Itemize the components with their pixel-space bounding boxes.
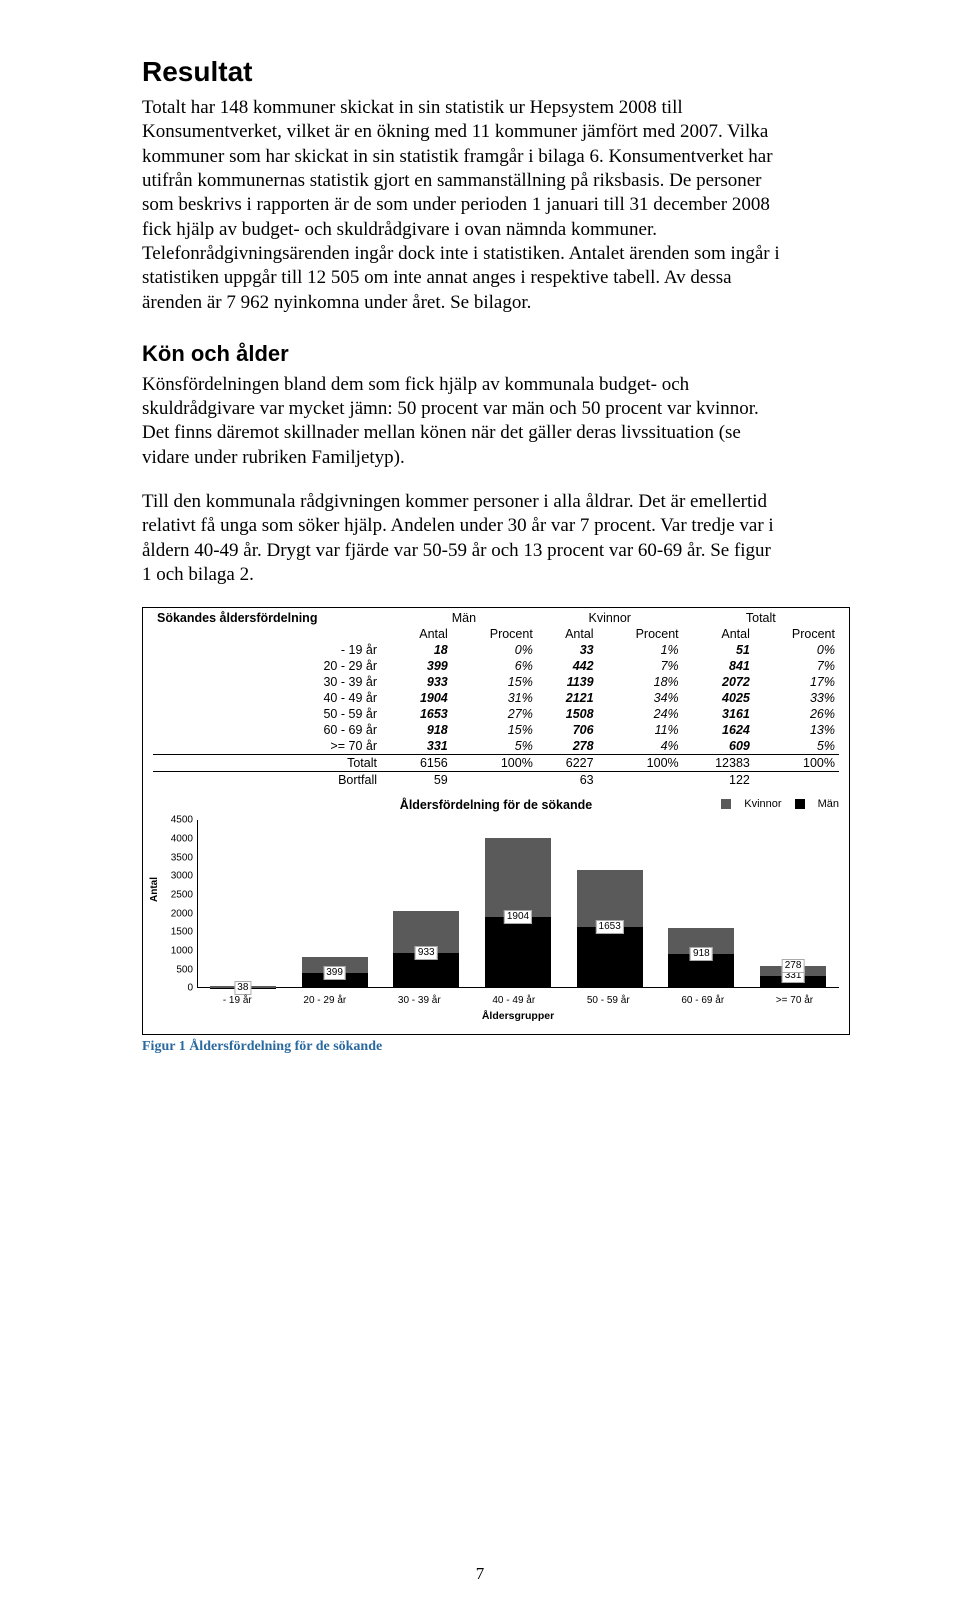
bar-stack: 331278 [760,966,826,989]
table-bortfall-row: Bortfall 59 63 122 [153,772,839,789]
bar-segment-women [577,870,643,926]
bar-column: 1904 [479,820,556,988]
y-tick: 2500 [153,889,193,900]
paragraph-3: Till den kommunala rådgivningen kommer p… [142,490,782,587]
age-chart: Antal 0500100015002000250030003500400045… [153,820,839,1020]
bar-stack: 1653 [577,870,643,988]
paragraph-2: Könsfördelningen bland dem som fick hjäl… [142,373,782,470]
y-tick: 3500 [153,852,193,863]
bar-data-label: 1904 [504,910,532,924]
y-tick: 1500 [153,927,193,938]
x-tick-label: 20 - 29 år [303,995,346,1006]
bar-column: 331278 [755,820,832,988]
page-number: 7 [0,1564,960,1584]
bar-data-label: 1653 [596,920,624,934]
bar-stack: 38 [210,986,276,988]
table-row: >= 70 år3315%2784%6095% [153,738,839,755]
bar-stack: 933 [393,911,459,988]
y-tick: 1000 [153,945,193,956]
table-total-row: Totalt 6156 100% 6227 100% 12383 100% [153,755,839,772]
bar-segment-women [485,838,551,917]
table-row: 60 - 69 år91815%70611%162413% [153,722,839,738]
bar-stack: 1904 [485,838,551,988]
legend-swatch-kvinnor [721,799,731,809]
chart-x-labels: - 19 år 20 - 29 år 30 - 39 år 40 - 49 år 50 … [197,995,839,1006]
heading-resultat: Resultat [142,56,850,88]
y-tick: 4500 [153,815,193,826]
bar-column: 918 [663,820,740,988]
table-row: - 19 år180%331%510% [153,642,839,658]
x-tick-label: >= 70 år [776,995,813,1006]
bar-stack: 918 [668,928,734,989]
y-tick: 2000 [153,908,193,919]
heading-kon-alder: Kön och ålder [142,341,850,367]
table-row: 30 - 39 år93315%113918%207217% [153,674,839,690]
figure-caption: Figur 1 Åldersfördelning för de sökande [142,1039,850,1055]
y-tick: 0 [153,983,193,994]
y-tick: 3000 [153,871,193,882]
age-table-container: Sökandes åldersfördelning Män Kvinnor To… [142,607,850,1035]
bar-column: 38 [204,820,281,988]
x-tick-label: 30 - 39 år [398,995,441,1006]
x-axis-title: Åldersgrupper [197,1010,839,1022]
bar-data-label: 933 [415,946,438,960]
x-tick-label: 40 - 49 år [492,995,535,1006]
chart-legend: Kvinnor Män [711,798,839,810]
bar-data-label: 38 [234,981,251,995]
x-tick-label: 50 - 59 år [587,995,630,1006]
x-tick-label: 60 - 69 år [681,995,724,1006]
bar-data-label: 399 [323,966,346,980]
bar-column: 933 [388,820,465,988]
table-group-header: Sökandes åldersfördelning Män Kvinnor To… [153,610,839,626]
y-tick: 500 [153,964,193,975]
x-tick-label: - 19 år [223,995,252,1006]
legend-swatch-man [795,799,805,809]
bar-data-label: 918 [690,947,713,961]
bar-data-label: 278 [782,959,805,973]
table-title: Sökandes åldersfördelning [153,610,391,626]
paragraph-1: Totalt har 148 kommuner skickat in sin s… [142,96,782,315]
bar-column: 399 [296,820,373,988]
table-row: 20 - 29 år3996%4427%8417% [153,658,839,674]
table-row: 40 - 49 år190431%212134%402533% [153,690,839,706]
bar-stack: 399 [302,957,368,988]
page: Resultat Totalt har 148 kommuner skickat… [0,0,960,1608]
bar-segment-men [577,927,643,989]
y-tick: 4000 [153,833,193,844]
chart-bars: 38 399 933 1904 1653 918 331278 [197,820,839,988]
table-row: 50 - 59 år165327%150824%316126% [153,706,839,722]
bar-column: 1653 [571,820,648,988]
table-col-header: Antal Procent Antal Procent Antal Procen… [153,626,839,642]
bar-segment-men [485,917,551,988]
age-table: Sökandes åldersfördelning Män Kvinnor To… [153,610,839,788]
